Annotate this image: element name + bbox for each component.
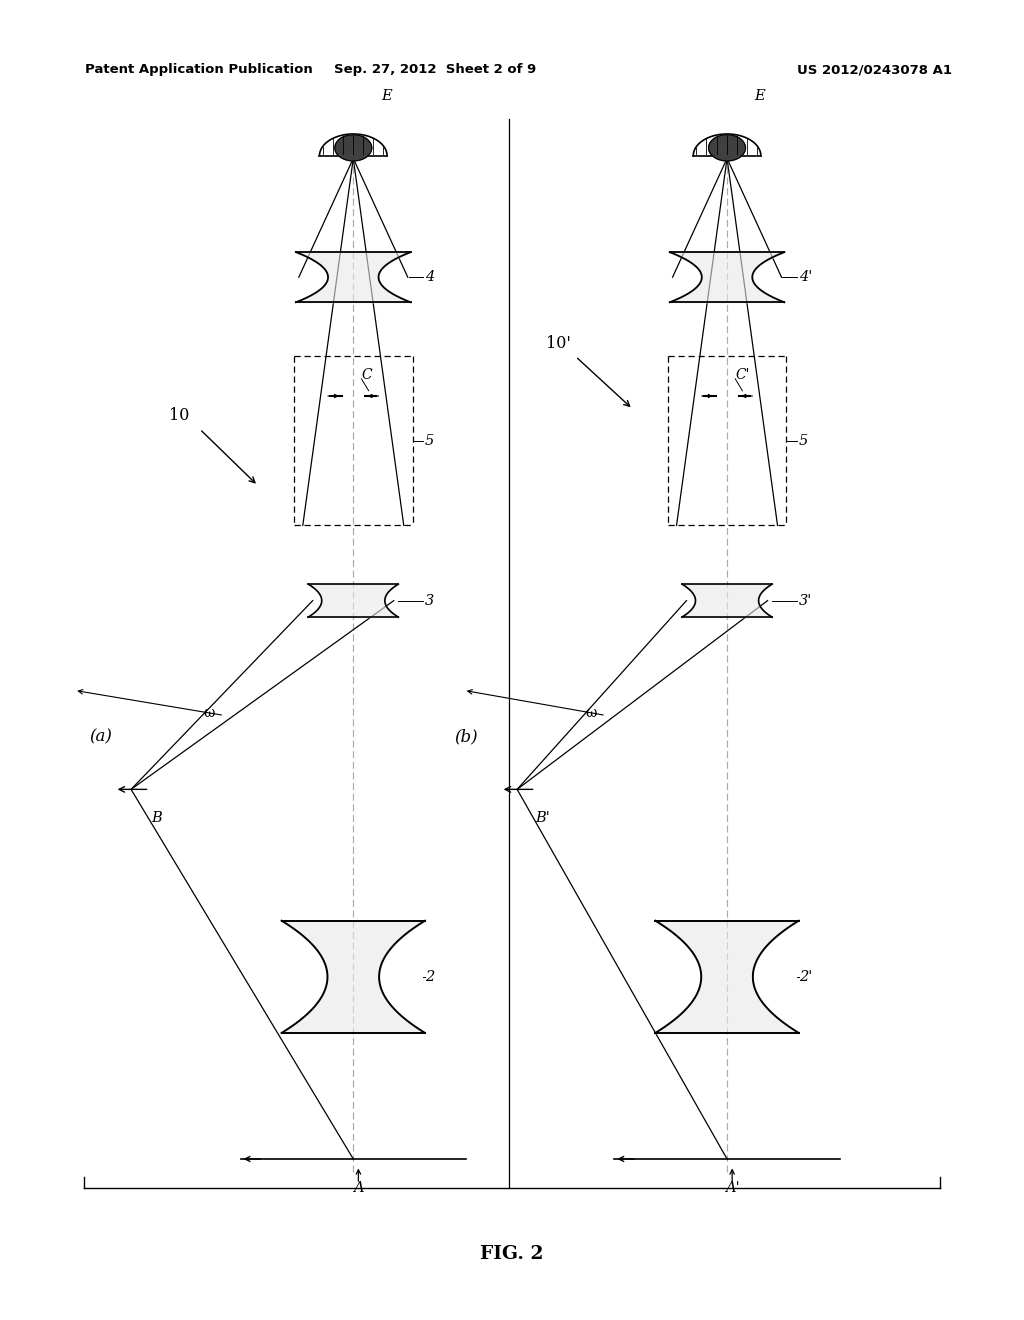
Text: Sep. 27, 2012  Sheet 2 of 9: Sep. 27, 2012 Sheet 2 of 9 [334, 63, 537, 77]
Text: 4: 4 [425, 271, 434, 284]
Polygon shape [335, 135, 372, 161]
Text: ω: ω [585, 706, 596, 719]
Text: US 2012/0243078 A1: US 2012/0243078 A1 [798, 63, 952, 77]
Text: FIG. 2: FIG. 2 [480, 1245, 544, 1263]
Text: 2': 2' [799, 970, 812, 983]
Text: A': A' [725, 1181, 739, 1195]
Text: Patent Application Publication: Patent Application Publication [85, 63, 312, 77]
Text: 10': 10' [546, 335, 570, 351]
Text: E: E [755, 88, 765, 103]
Text: 10: 10 [169, 408, 189, 424]
Text: C: C [361, 368, 372, 381]
Text: 3': 3' [799, 594, 812, 607]
Text: 4': 4' [799, 271, 812, 284]
Text: A: A [353, 1181, 364, 1195]
Text: E: E [381, 88, 391, 103]
Text: 5: 5 [425, 434, 434, 447]
Text: 5: 5 [799, 434, 808, 447]
Polygon shape [709, 135, 745, 161]
Text: 2: 2 [425, 970, 434, 983]
Text: (a): (a) [89, 729, 112, 744]
Text: 3: 3 [425, 594, 434, 607]
Text: C': C' [735, 368, 750, 381]
Text: B: B [152, 812, 162, 825]
Text: (b): (b) [454, 729, 478, 744]
Text: B': B' [536, 812, 550, 825]
Text: ω: ω [203, 706, 215, 719]
